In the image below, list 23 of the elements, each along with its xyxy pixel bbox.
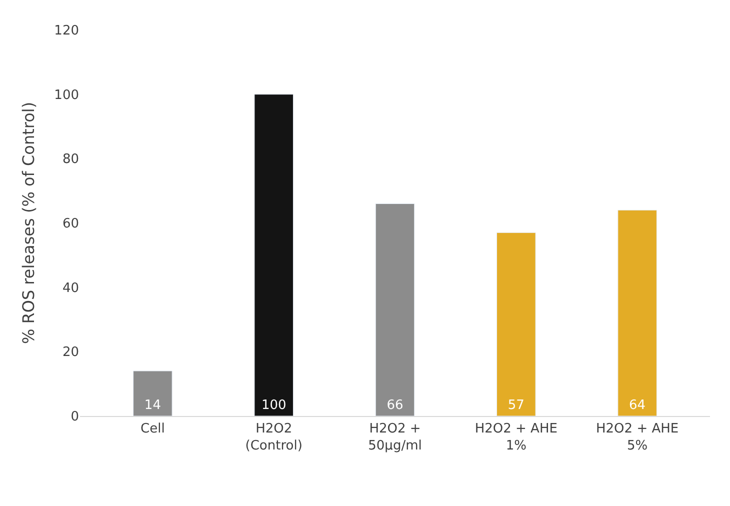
y-tick-label: 100 [54, 88, 79, 103]
y-tick-label: 60 [62, 216, 79, 232]
x-tick-label: Cell [140, 422, 165, 437]
y-tick-label: 80 [62, 152, 79, 168]
x-tick-label: H2O2 (Control) [245, 422, 302, 454]
data-label: 64 [629, 398, 646, 413]
bar [254, 94, 294, 416]
x-tick-label: H2O2 + 50µg/ml [368, 422, 422, 454]
x-tick-label: H2O2 + AHE 1% [474, 422, 558, 454]
y-axis-title: % ROS releases (% of Control) [19, 102, 38, 344]
y-tick-label: 0 [70, 410, 79, 425]
data-label: 100 [261, 398, 286, 413]
y-tick-label: 20 [62, 345, 79, 360]
bar [618, 210, 657, 416]
y-tick-label: 40 [62, 280, 79, 296]
data-label: 57 [508, 398, 524, 413]
data-label: 14 [144, 398, 161, 413]
bar [375, 203, 415, 416]
bar [496, 232, 536, 416]
bar [133, 370, 172, 416]
data-label: 66 [386, 398, 404, 413]
x-tick-label: H2O2 + AHE 5% [596, 422, 679, 454]
y-tick-label: 120 [54, 24, 79, 39]
